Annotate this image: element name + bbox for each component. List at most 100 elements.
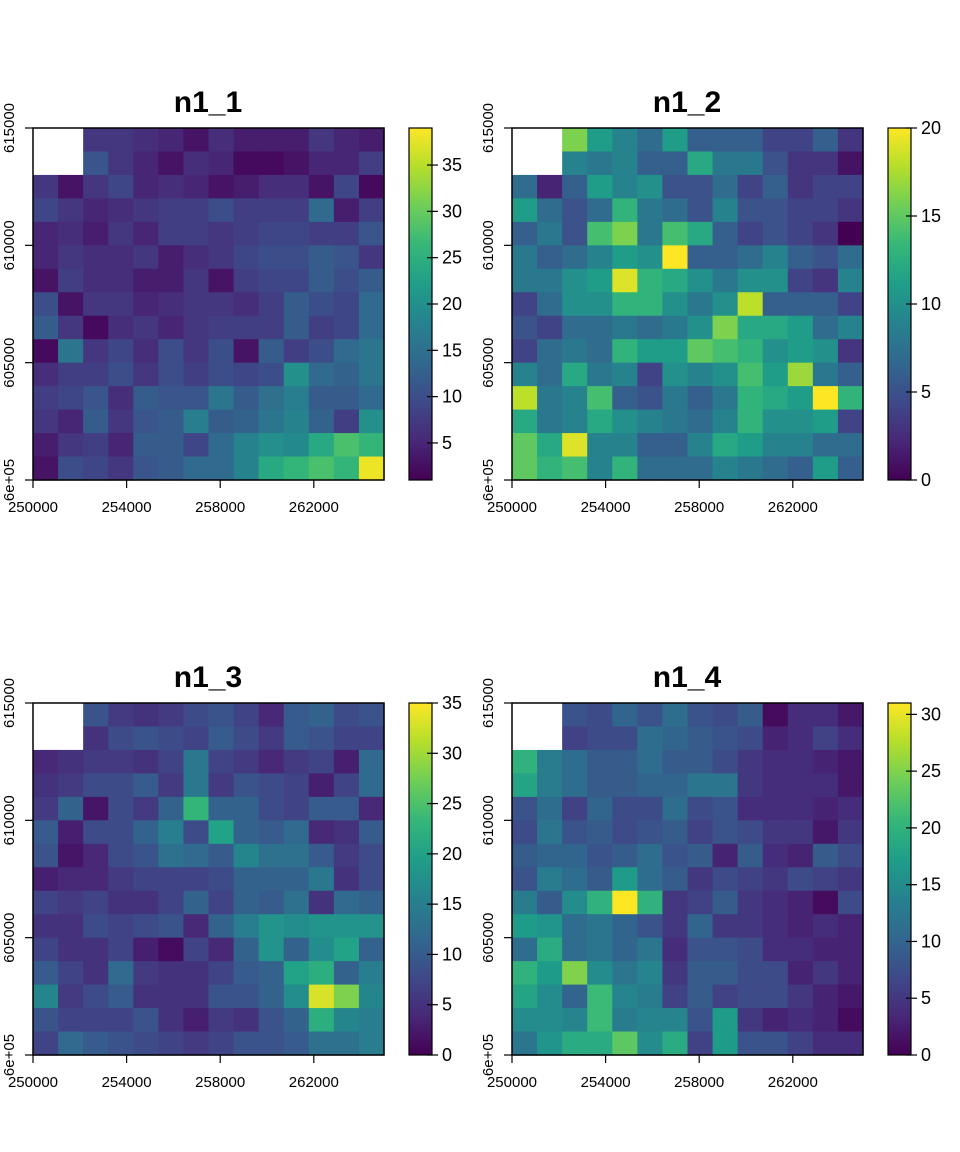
heatmap-cell xyxy=(308,1008,335,1033)
heatmap-cell xyxy=(587,151,613,176)
heatmap-cell xyxy=(183,726,210,751)
heatmap-cell xyxy=(258,796,285,821)
heatmap-cell xyxy=(308,984,335,1009)
heatmap-cell xyxy=(333,268,360,293)
heatmap-cell xyxy=(637,151,664,176)
heatmap-cell xyxy=(158,245,185,270)
heatmap-cell xyxy=(358,221,385,246)
heatmap-cell xyxy=(108,984,134,1009)
heatmap-cell xyxy=(33,843,59,868)
x-tick-label: 258000 xyxy=(674,1074,724,1091)
heatmap-cell xyxy=(183,456,210,481)
heatmap-cell xyxy=(612,937,638,962)
heatmap-cell xyxy=(308,245,335,270)
heatmap-cell xyxy=(612,362,638,387)
heatmap-cell xyxy=(83,796,109,821)
heatmap-cell xyxy=(158,151,185,176)
heatmap-cell xyxy=(662,409,689,434)
y-tick-label: 610000 xyxy=(480,795,497,845)
heatmap-cell xyxy=(662,984,689,1009)
heatmap-cell xyxy=(762,221,789,246)
heatmap-cell xyxy=(737,292,764,317)
heatmap-cell xyxy=(537,315,563,340)
heatmap-cell xyxy=(83,890,109,915)
heatmap-cell xyxy=(687,914,714,939)
heatmap-cell xyxy=(712,362,739,387)
heatmap-cell xyxy=(183,174,210,199)
heatmap-cell xyxy=(562,726,588,751)
heatmap-cell xyxy=(712,151,739,176)
heatmap-cell xyxy=(208,867,235,892)
heatmap-cell xyxy=(208,151,235,176)
heatmap-cell xyxy=(208,726,235,751)
heatmap-cell xyxy=(587,796,613,821)
x-tick-label: 258000 xyxy=(195,499,245,516)
heatmap-cell xyxy=(308,456,335,481)
heatmap-cell xyxy=(158,433,185,458)
heatmap-cell xyxy=(208,409,235,434)
heatmap-cell xyxy=(637,433,664,458)
heatmap-cell xyxy=(762,151,789,176)
heatmap-cell xyxy=(233,433,260,458)
heatmap-cell xyxy=(158,820,185,845)
heatmap-cell xyxy=(233,386,260,411)
heatmap-cell xyxy=(637,128,664,153)
heatmap-cell xyxy=(612,867,638,892)
heatmap-cell xyxy=(562,961,588,986)
heatmap-cell xyxy=(637,726,664,751)
heatmap-cell xyxy=(333,773,360,798)
heatmap-cell xyxy=(587,749,613,774)
heatmap-cell xyxy=(537,820,563,845)
heatmap-cell xyxy=(662,703,689,728)
heatmap-cell xyxy=(762,315,789,340)
heatmap-cell xyxy=(108,890,134,915)
heatmap-cell xyxy=(183,268,210,293)
heatmap-cell xyxy=(308,867,335,892)
heatmap-cell xyxy=(358,268,385,293)
heatmap-cell xyxy=(637,315,664,340)
heatmap-cell xyxy=(233,1008,260,1033)
heatmap-cell xyxy=(83,151,109,176)
heatmap-cell xyxy=(33,937,59,962)
heatmap-cell xyxy=(258,292,285,317)
heatmap-cell xyxy=(537,409,563,434)
heatmap-cell xyxy=(787,433,814,458)
y-tick-label: 615000 xyxy=(1,103,18,153)
heatmap-cell xyxy=(183,198,210,223)
heatmap-cell xyxy=(512,1008,538,1033)
heatmap-cell xyxy=(83,339,109,364)
heatmap-cell xyxy=(737,339,764,364)
heatmap-cell xyxy=(208,796,235,821)
heatmap-cell xyxy=(258,890,285,915)
heatmap-cell xyxy=(837,174,864,199)
heatmap-cell xyxy=(812,245,839,270)
heatmap-cell xyxy=(537,433,563,458)
heatmap-cell xyxy=(562,843,588,868)
heatmap-cell xyxy=(637,245,664,270)
heatmap-cell xyxy=(133,1008,159,1033)
x-tick-label: 250000 xyxy=(487,1074,537,1091)
heatmap-cell xyxy=(108,174,134,199)
heatmap-cell xyxy=(258,773,285,798)
heatmap-cell xyxy=(33,315,59,340)
heatmap-cell xyxy=(108,315,134,340)
heatmap-cell xyxy=(712,961,739,986)
heatmap-cell xyxy=(587,867,613,892)
heatmap-cell xyxy=(537,386,563,411)
heatmap-cell xyxy=(562,773,588,798)
heatmap-cell xyxy=(612,890,638,915)
heatmap-cell xyxy=(562,245,588,270)
heatmap-cell xyxy=(812,843,839,868)
heatmap-cell xyxy=(762,245,789,270)
heatmap-cell xyxy=(562,914,588,939)
heatmap-cell xyxy=(83,726,109,751)
heatmap-cell xyxy=(333,292,360,317)
heatmap-cell xyxy=(208,749,235,774)
panel-title: n1_4 xyxy=(653,661,722,694)
heatmap-cell xyxy=(133,292,159,317)
heatmap-cell xyxy=(183,843,210,868)
heatmap-cell xyxy=(787,867,814,892)
colorbar-tick-label: 30 xyxy=(442,201,462,221)
heatmap-cell xyxy=(812,339,839,364)
heatmap-cell xyxy=(308,198,335,223)
